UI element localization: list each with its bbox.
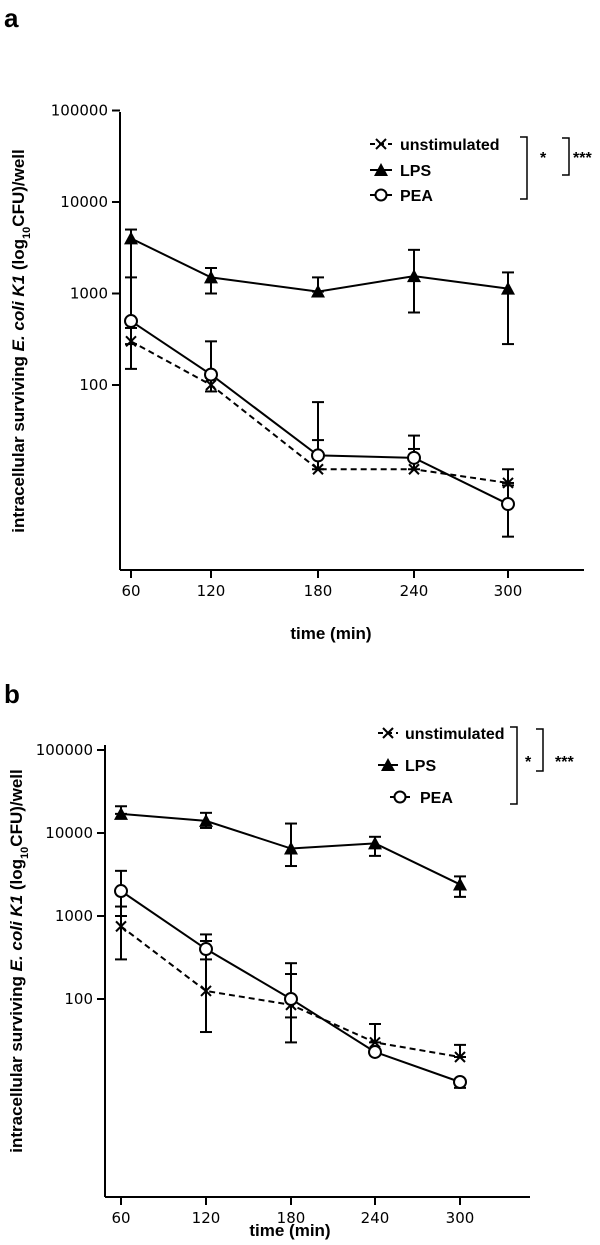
- data-point-lps: [453, 877, 467, 891]
- legend-a: unstimulated LPS PEA: [370, 137, 500, 205]
- data-point-lps: [407, 269, 421, 283]
- legend-label-unstimulated-b: unstimulated: [405, 726, 505, 743]
- series-lps: [114, 805, 467, 898]
- data-point-lps: [114, 806, 128, 820]
- significance-triple-star-a: ***: [573, 150, 592, 167]
- x-axis-title-a: time (min): [290, 624, 371, 643]
- y-tick-label: 1000: [55, 907, 93, 925]
- data-point-lps: [284, 841, 298, 855]
- data-point-pea: [368, 1044, 382, 1059]
- y-tick-label: 10000: [60, 193, 108, 211]
- x-tick-label: 60: [111, 1209, 130, 1227]
- significance-b: * ***: [510, 726, 574, 805]
- error-bar-pea: [312, 401, 324, 457]
- legend-marker-lps-a: [374, 163, 388, 176]
- panel-label-a: a: [4, 3, 19, 33]
- data-point-unstimulated: [205, 379, 217, 391]
- x-tick-label: 300: [494, 582, 523, 600]
- data-point-unstimulated: [454, 1051, 466, 1063]
- y-tick-label: 100: [64, 990, 93, 1008]
- y-tick-label: 10000: [45, 824, 93, 842]
- data-point-pea: [114, 884, 128, 899]
- legend-marker-unstimulated-b: [382, 727, 394, 739]
- error-bar-unstimulated: [454, 1043, 466, 1059]
- data-point-lps: [204, 270, 218, 284]
- y-tick-label: 1000: [70, 285, 108, 303]
- series-line-pea: [130, 320, 509, 505]
- legend-label-pea-a: PEA: [400, 188, 433, 205]
- y-tick-label: 100000: [36, 741, 93, 759]
- data-point-pea: [453, 1075, 467, 1089]
- panel-b: b intracellular surviving E. coli K1 (lo…: [4, 679, 574, 1240]
- data-point-pea: [407, 450, 421, 465]
- data-point-lps: [501, 281, 515, 295]
- data-point-unstimulated: [369, 1036, 381, 1049]
- significance-star-b: *: [525, 754, 532, 771]
- data-point-pea: [124, 314, 138, 329]
- y-axis-title-b: intracellular surviving E. coli K1 (log1…: [7, 769, 31, 1153]
- panel-a: a intracellular surviving E. coli K1 (lo…: [4, 3, 592, 643]
- y-axis-title-a: intracellular surviving E. coli K1 (log1…: [9, 149, 33, 533]
- legend-label-unstimulated-a: unstimulated: [400, 137, 500, 154]
- x-tick-label: 180: [304, 582, 333, 600]
- legend-marker-pea-b: [393, 790, 407, 804]
- bracket-outer-a: [562, 137, 570, 176]
- data-point-pea: [501, 497, 515, 512]
- series-lps: [124, 228, 515, 346]
- data-point-lps: [124, 231, 138, 245]
- legend-marker-lps-b: [381, 758, 395, 771]
- legend-marker-pea-a: [374, 188, 388, 202]
- y-tick-label: 100: [79, 376, 108, 394]
- y-tick-label: 100000: [51, 102, 108, 120]
- data-point-pea: [204, 367, 218, 382]
- data-point-unstimulated: [200, 985, 212, 997]
- legend-marker-unstimulated-a: [375, 138, 387, 150]
- series-pea: [124, 314, 515, 538]
- data-point-unstimulated: [115, 920, 127, 933]
- x-tick-label: 120: [197, 582, 226, 600]
- x-tick-label: 180: [277, 1209, 306, 1227]
- data-point-lps: [368, 836, 382, 850]
- plot-area-a: 60 120 180 240 300 100 1000 10000 100000: [51, 102, 523, 601]
- data-point-lps: [311, 284, 325, 298]
- x-tick-label: 120: [192, 1209, 221, 1227]
- x-tick-label: 60: [121, 582, 140, 600]
- error-bar-unstimulated: [369, 1022, 381, 1044]
- bracket-inner-b: [510, 726, 518, 805]
- legend-label-lps-a: LPS: [400, 163, 431, 180]
- series-line-lps: [130, 237, 509, 293]
- significance-a: * ***: [520, 136, 592, 200]
- legend-b: unstimulated LPS PEA: [378, 726, 505, 807]
- x-tick-label: 300: [446, 1209, 475, 1227]
- data-point-unstimulated: [312, 463, 324, 475]
- data-point-pea: [199, 942, 213, 957]
- panel-label-b: b: [4, 679, 20, 709]
- x-tick-label: 240: [361, 1209, 390, 1227]
- x-tick-label: 240: [400, 582, 429, 600]
- legend-label-pea-b: PEA: [420, 790, 453, 807]
- data-point-lps: [199, 813, 213, 827]
- data-point-unstimulated: [408, 463, 420, 475]
- data-point-pea: [284, 992, 298, 1006]
- bracket-inner-a: [520, 136, 528, 200]
- legend-label-lps-b: LPS: [405, 758, 436, 775]
- plot-area-b: 60 120 180 240 300 100 1000 10000 100000: [36, 741, 475, 1227]
- x-axis-title-b: time (min): [249, 1221, 330, 1240]
- series-pea: [114, 869, 467, 1089]
- data-point-pea: [311, 448, 325, 463]
- error-bar-unstimulated: [502, 468, 514, 484]
- significance-triple-star-b: ***: [555, 754, 574, 771]
- bracket-outer-b: [536, 728, 544, 772]
- significance-star-a: *: [540, 150, 547, 167]
